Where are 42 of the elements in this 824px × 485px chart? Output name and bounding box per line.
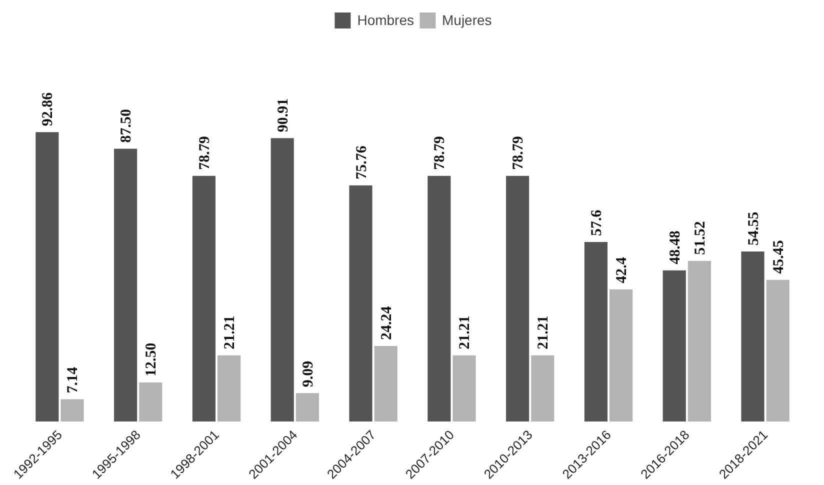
bar (584, 242, 608, 422)
bar (139, 382, 162, 422)
bar (531, 355, 554, 422)
data-label: 9.09 (300, 360, 316, 388)
data-label: 24.24 (378, 306, 395, 340)
bar (218, 355, 241, 422)
data-label: 57.6 (588, 209, 605, 236)
bar (270, 138, 294, 422)
bar (296, 393, 319, 422)
data-label: 87.50 (118, 109, 135, 143)
data-label: 54.55 (746, 212, 762, 246)
bar (374, 346, 398, 422)
data-label: 21.21 (222, 316, 238, 350)
bar (741, 251, 764, 422)
bar (60, 399, 84, 422)
legend-label: Hombres (357, 12, 414, 28)
bar (452, 355, 476, 422)
data-label: 90.91 (275, 98, 292, 132)
bar (192, 176, 216, 422)
bar (349, 185, 372, 422)
data-label: 45.45 (770, 240, 787, 274)
bar (36, 132, 59, 422)
data-label: 48.48 (667, 230, 684, 264)
data-label: 75.76 (354, 145, 370, 180)
bar (766, 280, 790, 422)
bar (688, 260, 711, 422)
data-label: 21.21 (536, 316, 552, 350)
bar (114, 148, 138, 422)
data-label: 78.79 (432, 136, 448, 170)
data-label: 78.79 (196, 136, 213, 170)
data-label: 92.86 (40, 92, 56, 126)
data-label: 42.4 (614, 256, 630, 284)
data-label: 51.52 (692, 221, 708, 255)
data-label: 7.14 (65, 366, 82, 394)
data-label: 12.50 (144, 342, 160, 377)
data-label: 78.79 (510, 136, 527, 170)
data-label: 21.21 (457, 316, 474, 350)
bar (662, 270, 686, 422)
bar (506, 176, 530, 422)
bar (428, 176, 451, 422)
bar (610, 289, 633, 422)
legend-label: Mujeres (442, 12, 492, 28)
